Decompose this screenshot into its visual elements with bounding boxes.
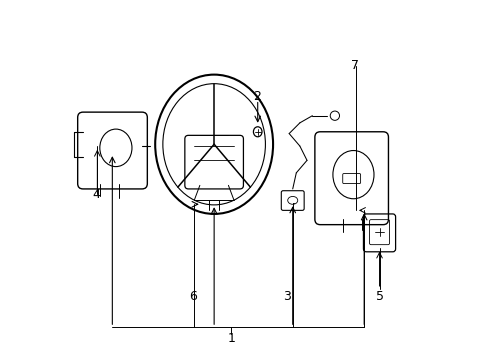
Text: 2: 2	[253, 90, 261, 103]
Text: 1: 1	[227, 333, 235, 346]
Text: 7: 7	[350, 59, 359, 72]
Text: 5: 5	[375, 289, 384, 303]
Text: 4: 4	[92, 188, 100, 201]
Text: 3: 3	[283, 289, 291, 303]
Text: 6: 6	[188, 289, 196, 303]
